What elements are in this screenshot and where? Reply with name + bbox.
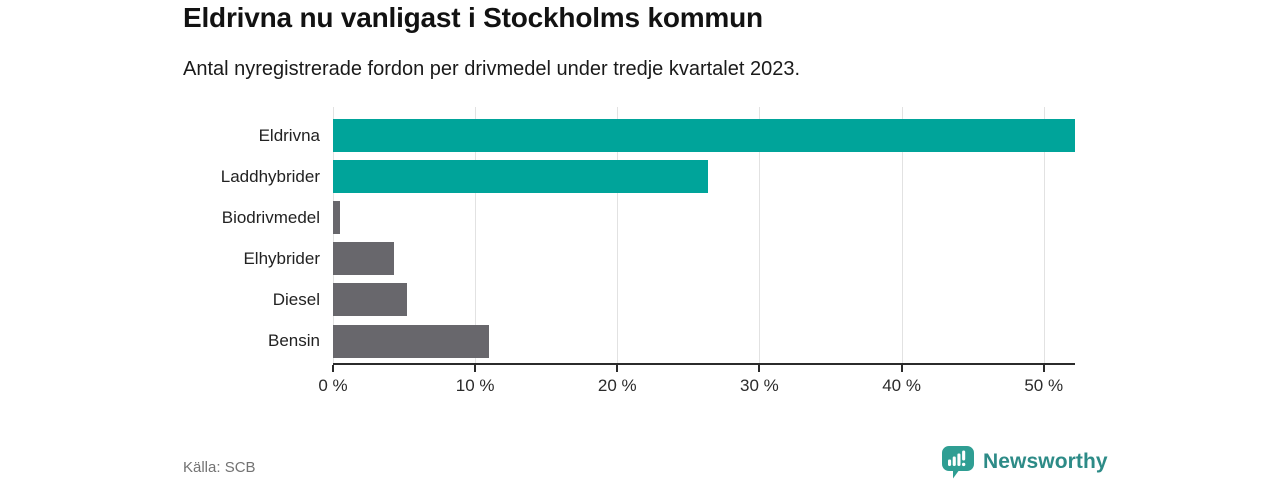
axis-tick — [332, 365, 334, 372]
axis-tick — [474, 365, 477, 372]
bar-row: Eldrivna — [259, 119, 1075, 152]
bar-bensin — [333, 324, 490, 358]
newsworthy-bubble-chart-icon — [942, 446, 974, 479]
category-label: Bensin — [268, 331, 320, 350]
axis-tick-label: 50 % — [1024, 376, 1064, 395]
bar-eldrivna — [333, 119, 1075, 152]
axis-tick-label: 20 % — [597, 376, 637, 395]
bar-row: Bensin — [268, 324, 1075, 358]
bar-biodrivmedel — [333, 201, 341, 235]
chart-subtitle: Antal nyregistrerade fordon per drivmede… — [183, 58, 801, 80]
bar-row: Elhybrider — [243, 242, 1075, 276]
x-axis: 0 % 10 % 20 % 30 % 40 % 50 % — [318, 363, 1075, 405]
axis-tick-label: 40 % — [882, 376, 921, 395]
axis-tick-label: 0 % — [318, 376, 348, 395]
axis-tick — [900, 365, 903, 372]
axis-tick — [616, 365, 619, 372]
bar-row: Laddhybrider — [221, 160, 1075, 194]
bar-row: Biodrivmedel — [222, 201, 1075, 235]
bar-elhybrider — [333, 242, 395, 276]
gridline — [901, 107, 903, 363]
newsworthy-wordmark: Newsworthy — [983, 450, 1108, 473]
bar-diesel — [333, 283, 407, 317]
gridline — [333, 107, 334, 363]
source-label: Källa: SCB — [183, 459, 256, 476]
gridline — [475, 107, 477, 363]
category-label: Diesel — [272, 289, 320, 309]
category-label: Laddhybrider — [220, 166, 320, 186]
bar-laddhybrider — [333, 160, 709, 194]
bar-row: Diesel — [273, 283, 1075, 317]
axis-tick-label: 30 % — [740, 376, 779, 395]
gridline — [617, 107, 619, 363]
plot-area: Eldrivna Laddhybrider Biodrivmedel Elhybrid… — [221, 107, 1075, 363]
gridline — [1043, 107, 1045, 363]
category-label: Elhybrider — [243, 248, 320, 268]
axis-tick — [758, 365, 761, 372]
category-label: Biodrivmedel — [221, 207, 320, 227]
newsworthy-logo: Newsworthy — [941, 445, 1108, 479]
gridline — [759, 107, 761, 363]
axis-tick — [1042, 365, 1045, 372]
chart-title: Eldrivna nu vanligast i Stockholms kommu… — [183, 2, 763, 33]
category-label: Eldrivna — [258, 125, 320, 145]
axis-tick-label: 10 % — [455, 376, 495, 395]
